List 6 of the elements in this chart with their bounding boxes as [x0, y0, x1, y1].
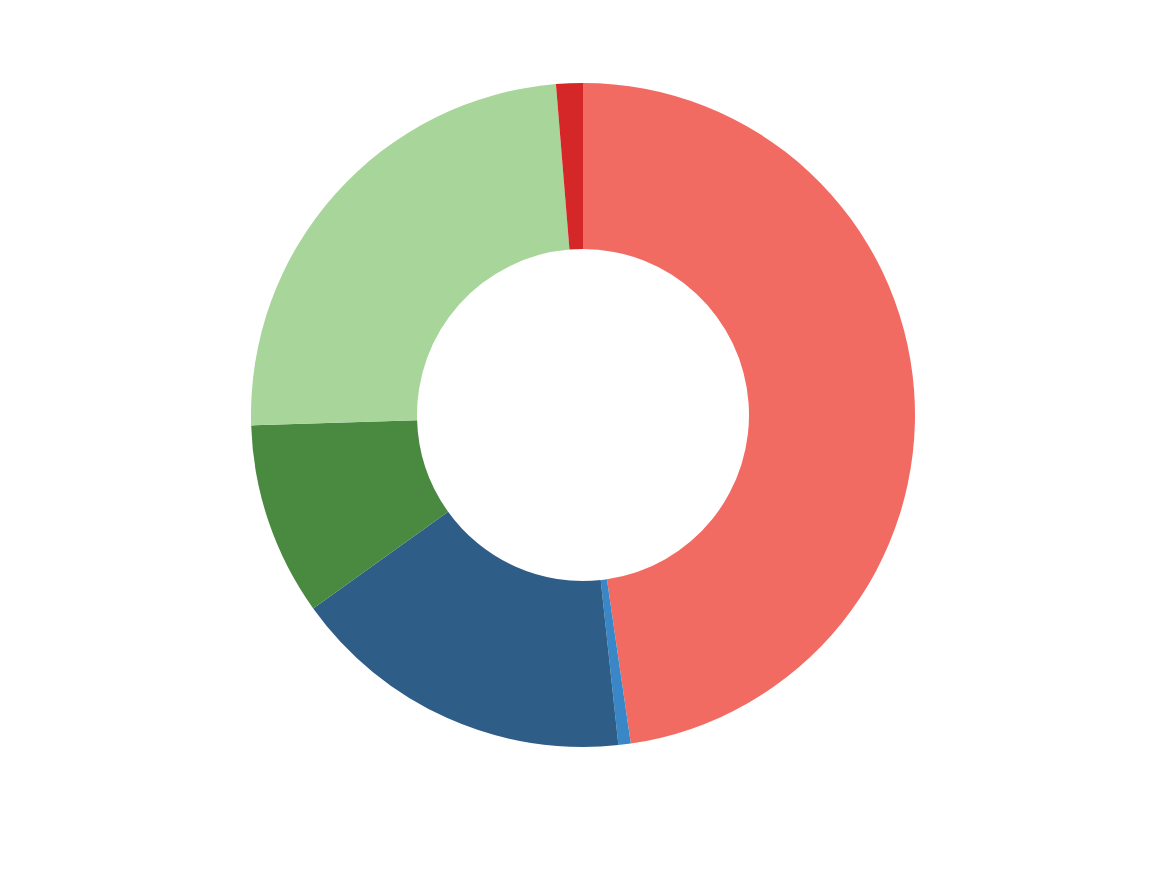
donut-slice: [251, 84, 570, 426]
donut-slice: [583, 83, 915, 744]
donut-slice: [313, 511, 619, 747]
donut-slice: [251, 420, 449, 609]
donut-slice: [555, 83, 583, 250]
donut-slice: [600, 579, 631, 746]
